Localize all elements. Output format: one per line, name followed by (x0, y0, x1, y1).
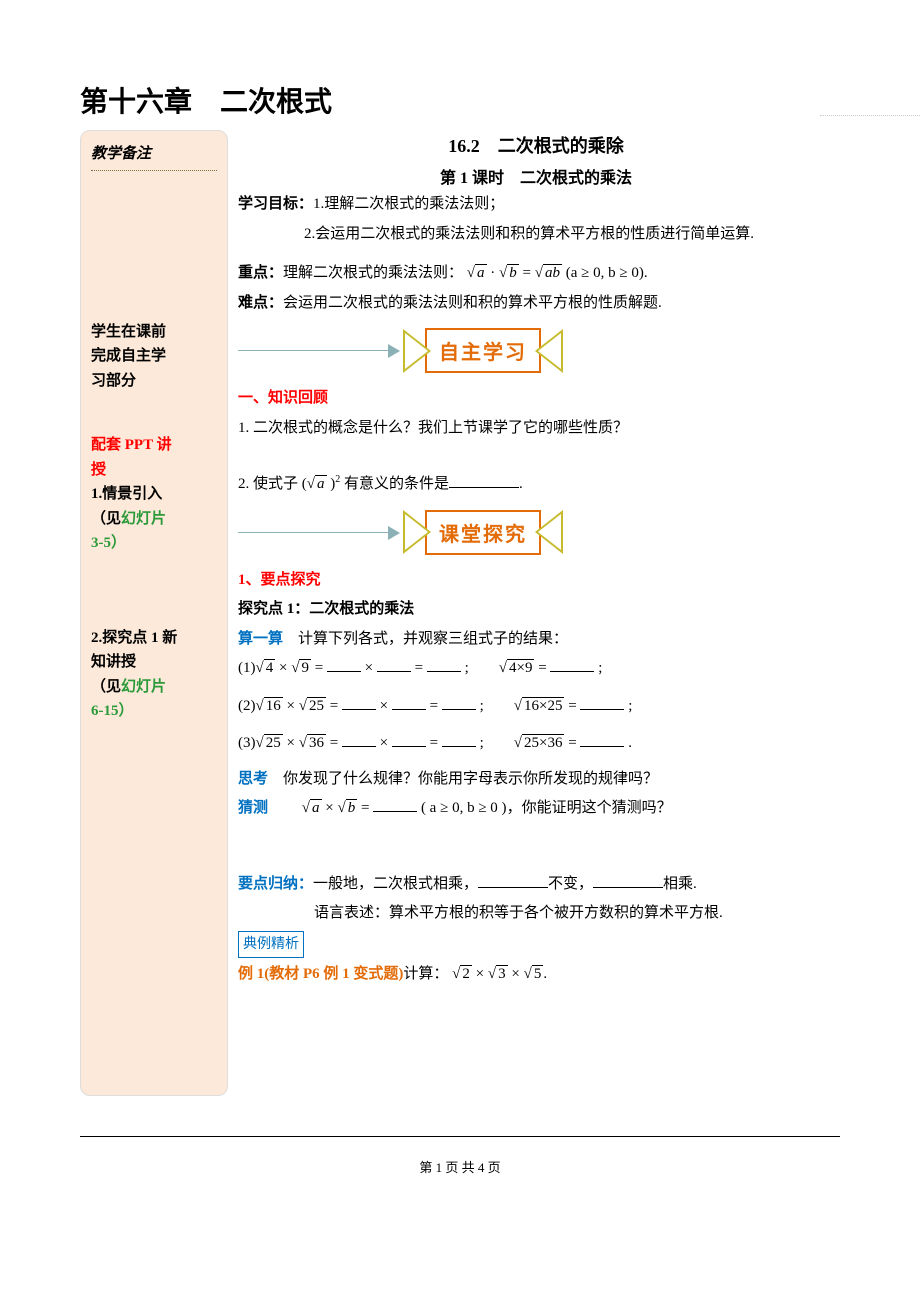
explore-heading: 1、要点探究 (238, 568, 834, 594)
chapter-title: 第十六章 二次根式 (80, 80, 840, 120)
equation-3: (3)√25 × √36 = × = ; √25×36 = . (238, 731, 834, 757)
sidebar-note-line: 学生在课前 (91, 321, 217, 344)
sidebar-header: 教学备注 (91, 143, 217, 166)
section-title: 16.2 二次根式的乘除 (238, 132, 834, 158)
difficulty: 难点：会运用二次根式的乘法法则和积的算术平方根的性质解题. (238, 291, 834, 317)
formula: √a × √b (302, 799, 357, 816)
banner-tri-right (535, 329, 563, 373)
sidebar-divider (91, 170, 217, 171)
summary-line1: 要点归纳：一般地，二次根式相乘，不变，相乘. (238, 872, 834, 898)
review-q2: 2. 使式子 (√a )2 有意义的条件是. (238, 471, 834, 498)
formula: √2 × √3 × √5. (452, 965, 547, 982)
formula: (√a )2 (302, 476, 340, 492)
banner-tri-right (535, 510, 563, 554)
sidebar-scene2-line: 6-15） (91, 700, 217, 723)
think-line: 思考 你发现了什么规律？你能用字母表示你所发现的规律吗？ (238, 767, 834, 793)
lesson-title: 第 1 课时 二次根式的乘法 (238, 164, 834, 188)
margin-dots (820, 115, 920, 116)
equation-2: (2)√16 × √25 = × = ; √16×25 = ; (238, 694, 834, 720)
sidebar-scene2-line: 知讲授 (91, 651, 217, 674)
sidebar-scene2-line: （见幻灯片 (91, 676, 217, 699)
fill-blank (449, 472, 519, 488)
equation-1: (1)√4 × √9 = × = ; √4×9 = ; (238, 656, 834, 682)
explore-subheading: 探究点 1：二次根式的乘法 (238, 597, 834, 623)
banner-self-study: 自主学习 (238, 324, 834, 380)
banner-arrow-head (388, 526, 400, 540)
sidebar-scene2-line: 2.探究点 1 新 (91, 627, 217, 650)
sidebar-ppt-line: 配套 PPT 讲 (91, 434, 217, 457)
main-content: 16.2 二次根式的乘除 第 1 课时 二次根式的乘法 学习目标：1.理解二次根… (238, 130, 840, 1096)
learning-goal-2: 2.会运用二次根式的乘法法则和积的算术平方根的性质进行简单运算. (238, 222, 834, 248)
key-point: 重点：理解二次根式的乘法法则： √a · √b = √ab (a ≥ 0, b … (238, 261, 834, 287)
banner-label: 自主学习 (425, 328, 541, 373)
example-tag-wrap: 典例精析 (238, 931, 834, 959)
banner-label: 课堂探究 (425, 510, 541, 555)
sidebar-scene1-line: 3-5） (91, 532, 217, 555)
review-q1: 1. 二次根式的概念是什么？我们上节课学了它的哪些性质？ (238, 416, 834, 442)
calc-line: 算一算 计算下列各式，并观察三组式子的结果： (238, 627, 834, 653)
example-1: 例 1(教材 P6 例 1 变式题)计算： √2 × √3 × √5. (238, 962, 834, 988)
banner-arrow-line (238, 350, 388, 351)
sidebar-scene1-line: （见幻灯片 (91, 508, 217, 531)
banner-tri-left (403, 329, 431, 373)
sidebar-note-line: 完成自主学 (91, 345, 217, 368)
guess-line: 猜测 √a × √b = ( a ≥ 0, b ≥ 0 )，你能证明这个猜测吗？ (238, 796, 834, 822)
banner-arrow-head (388, 344, 400, 358)
learning-goals: 学习目标：1.理解二次根式的乘法法则； (238, 192, 834, 218)
page: 第十六章 二次根式 教学备注 学生在课前 完成自主学 习部分 配套 PPT 讲 … (80, 0, 840, 1246)
sidebar: 教学备注 学生在课前 完成自主学 习部分 配套 PPT 讲 授 1.情景引入 （… (80, 130, 228, 1096)
banner-arrow-line (238, 532, 388, 533)
two-column-layout: 教学备注 学生在课前 完成自主学 习部分 配套 PPT 讲 授 1.情景引入 （… (80, 130, 840, 1096)
summary-line2: 语言表述：算术平方根的积等于各个被开方数积的算术平方根. (238, 901, 834, 927)
sidebar-scene1-line: 1.情景引入 (91, 483, 217, 506)
banner: 自主学习 (403, 328, 563, 373)
footer-divider (80, 1136, 840, 1137)
formula: √a · √b = √ab (467, 264, 562, 281)
example-tag: 典例精析 (238, 931, 304, 959)
banner-tri-left (403, 510, 431, 554)
banner: 课堂探究 (403, 510, 563, 555)
sidebar-note-line: 习部分 (91, 370, 217, 393)
review-heading: 一、知识回顾 (238, 386, 834, 412)
sidebar-ppt-line: 授 (91, 459, 217, 482)
banner-explore: 课堂探究 (238, 506, 834, 562)
page-number: 第 1 页 共 4 页 (80, 1157, 840, 1176)
